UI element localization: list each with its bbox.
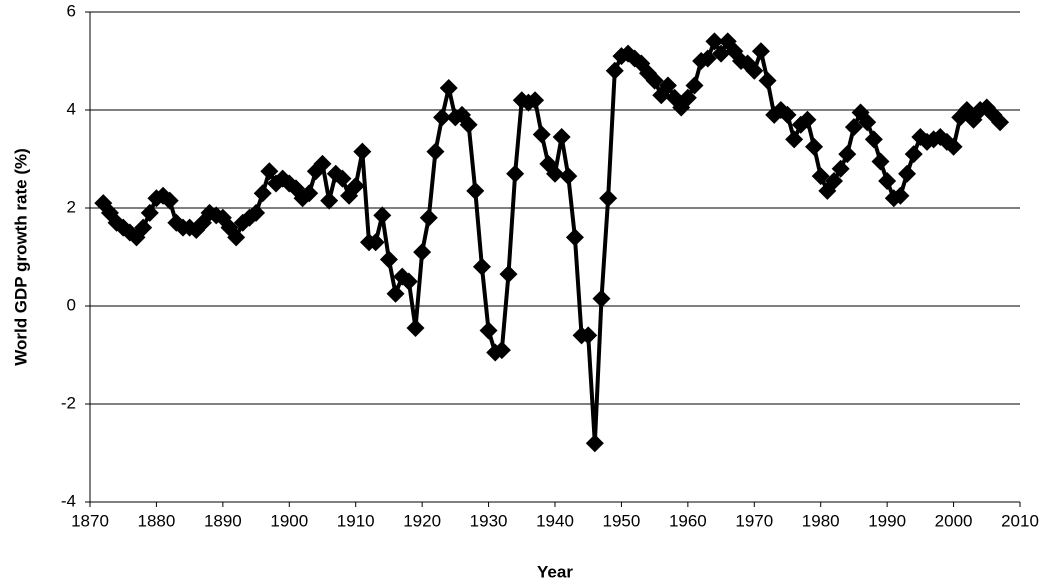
data-point xyxy=(366,233,385,252)
data-point xyxy=(805,137,824,156)
data-point xyxy=(559,167,578,186)
data-point xyxy=(858,113,877,132)
x-tick-label: 1890 xyxy=(204,511,242,530)
data-point xyxy=(785,130,804,149)
data-point xyxy=(472,257,491,276)
data-point xyxy=(904,145,923,164)
y-tick-label: -4 xyxy=(61,491,76,510)
data-point xyxy=(552,127,571,146)
data-point xyxy=(878,172,897,191)
data-point xyxy=(466,181,485,200)
y-tick-label: 0 xyxy=(67,295,76,314)
data-point xyxy=(413,243,432,262)
data-point xyxy=(260,162,279,181)
data-point xyxy=(678,88,697,107)
x-axis-title: Year xyxy=(537,562,573,581)
data-point xyxy=(333,169,352,188)
data-point xyxy=(532,125,551,144)
y-axis-title: World GDP growth rate (%) xyxy=(11,148,30,366)
data-point xyxy=(811,167,830,186)
data-point xyxy=(592,289,611,308)
data-point xyxy=(838,145,857,164)
data-point xyxy=(499,265,518,284)
data-point xyxy=(565,228,584,247)
data-point xyxy=(871,152,890,171)
data-point xyxy=(433,108,452,127)
x-tick-label: 1970 xyxy=(735,511,773,530)
data-point xyxy=(698,49,717,68)
data-point xyxy=(751,42,770,61)
data-point xyxy=(798,110,817,129)
x-tick-label: 1950 xyxy=(603,511,641,530)
data-point xyxy=(399,272,418,291)
data-point xyxy=(140,203,159,222)
data-point xyxy=(579,326,598,345)
data-point xyxy=(346,176,365,195)
data-point xyxy=(379,250,398,269)
data-point xyxy=(313,154,332,173)
data-point xyxy=(353,142,372,161)
data-point xyxy=(658,76,677,95)
data-point xyxy=(253,184,272,203)
data-point xyxy=(758,71,777,90)
data-point xyxy=(526,91,545,110)
data-point xyxy=(426,142,445,161)
data-point xyxy=(320,191,339,210)
data-point xyxy=(891,186,910,205)
y-tick-label: 4 xyxy=(67,99,76,118)
data-point xyxy=(825,172,843,191)
data-point xyxy=(831,159,850,178)
data-point xyxy=(386,284,405,303)
data-point xyxy=(439,78,458,97)
x-tick-label: 1990 xyxy=(868,511,906,530)
data-point xyxy=(844,118,863,137)
data-point xyxy=(625,49,644,68)
y-tick-label: -2 xyxy=(61,393,76,412)
data-point xyxy=(227,228,246,247)
x-tick-label: 1960 xyxy=(669,511,707,530)
x-tick-label: 2000 xyxy=(935,511,973,530)
data-point xyxy=(705,32,724,51)
data-point xyxy=(712,44,731,63)
data-point xyxy=(247,203,266,222)
y-tick-label: 2 xyxy=(67,197,76,216)
data-point xyxy=(300,184,319,203)
x-tick-label: 1930 xyxy=(470,511,508,530)
data-point xyxy=(479,321,498,340)
data-point xyxy=(459,115,478,134)
data-point xyxy=(373,206,392,225)
data-point xyxy=(605,61,624,80)
data-point xyxy=(991,113,1010,132)
data-point xyxy=(406,319,425,338)
data-point xyxy=(546,164,564,183)
x-tick-label: 1900 xyxy=(270,511,308,530)
data-point xyxy=(585,434,604,453)
data-point xyxy=(685,76,704,95)
data-point xyxy=(864,130,883,149)
x-tick-label: 1980 xyxy=(802,511,840,530)
data-point xyxy=(506,164,525,183)
x-tick-label: 1880 xyxy=(138,511,176,530)
data-point xyxy=(134,218,153,237)
data-point xyxy=(645,71,664,90)
data-point xyxy=(419,208,438,227)
data-point xyxy=(599,189,618,208)
x-tick-label: 1940 xyxy=(536,511,574,530)
x-tick-label: 1920 xyxy=(403,511,441,530)
x-tick-label: 1910 xyxy=(337,511,375,530)
data-point xyxy=(944,137,963,156)
data-point xyxy=(898,164,917,183)
data-point xyxy=(745,61,764,80)
data-point xyxy=(160,191,179,210)
data-point xyxy=(492,341,511,360)
data-point xyxy=(778,105,797,124)
x-tick-label: 1870 xyxy=(71,511,109,530)
x-tick-label: 2010 xyxy=(1001,511,1039,530)
y-tick-label: 6 xyxy=(67,1,76,20)
